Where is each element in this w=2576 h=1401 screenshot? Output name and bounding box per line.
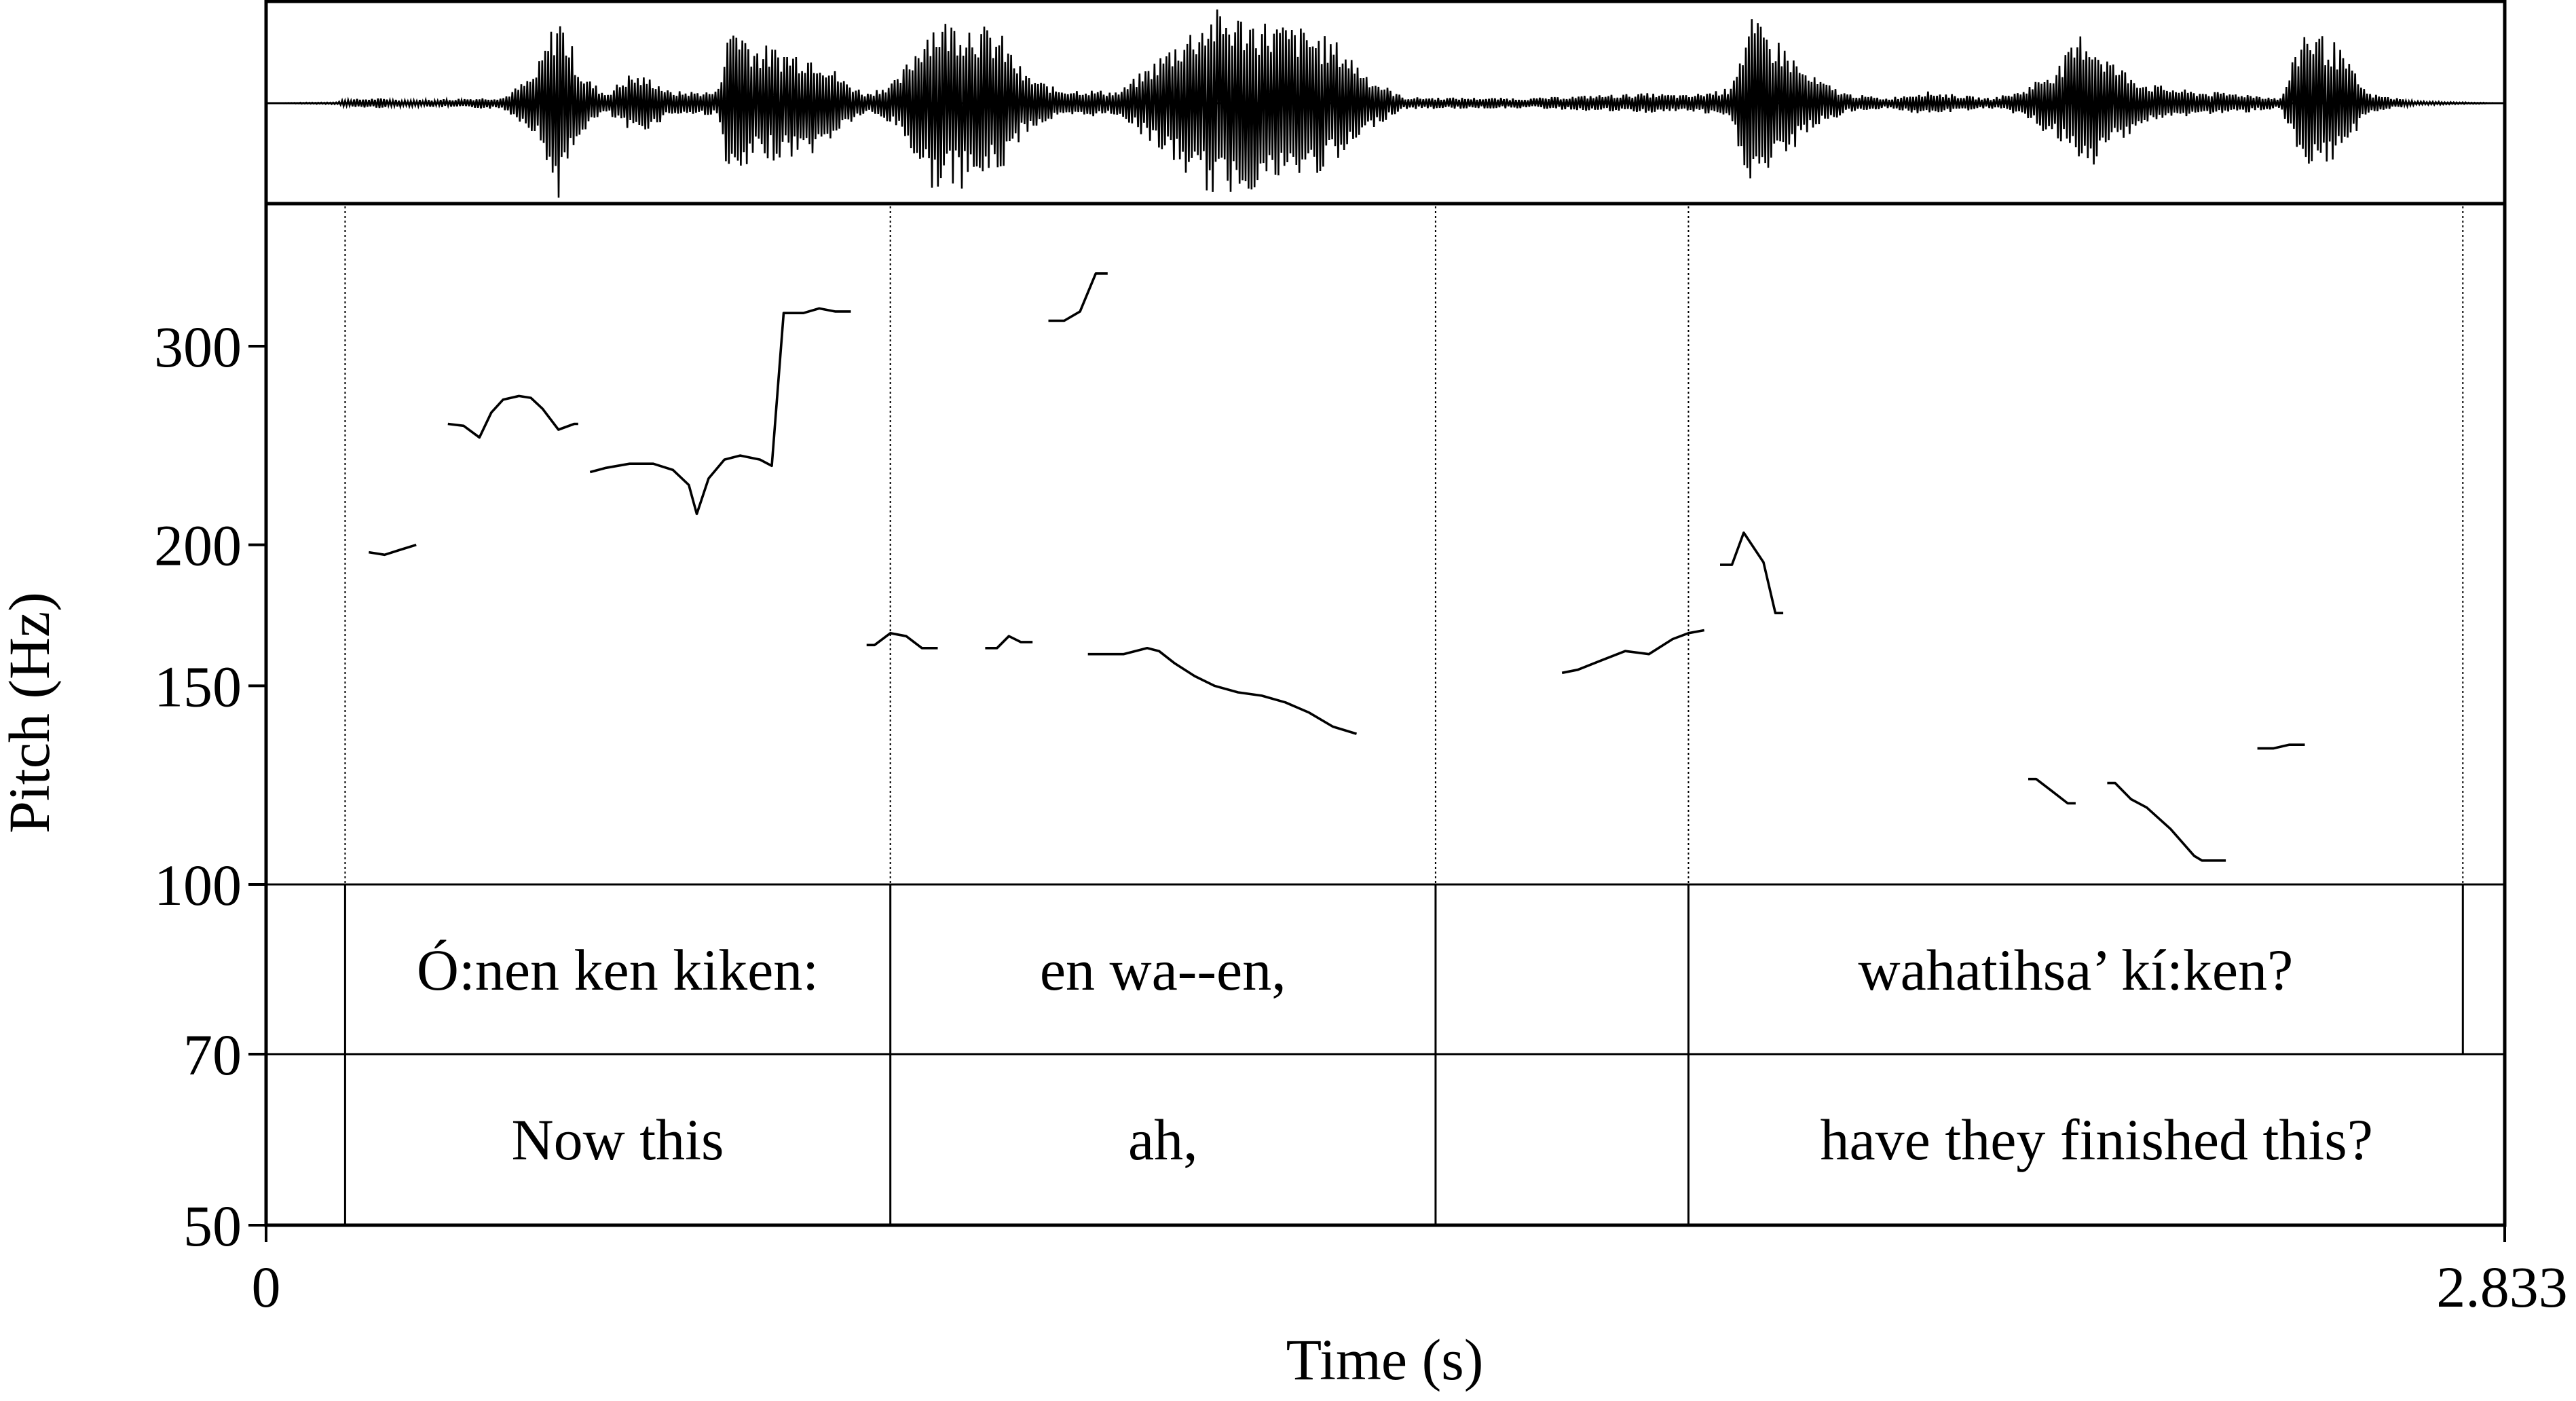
- pitch-segment-2: [447, 394, 578, 439]
- pitch-contours: [369, 272, 2305, 862]
- waveform-panel: [264, 0, 2507, 206]
- y-axis-ticks: 300 200 150 100 70 50: [154, 314, 266, 1258]
- x-axis-ticks: 0 2.833: [252, 1225, 2568, 1320]
- pitch-segment-1: [369, 543, 417, 557]
- pitch-segment-8: [1561, 629, 1705, 675]
- y-tick-label: 100: [154, 853, 242, 918]
- pitch-segment-5: [985, 635, 1033, 650]
- tier-boundaries: [343, 884, 2464, 1225]
- y-tick-label: 70: [183, 1022, 242, 1087]
- tier2-interval-label: have they finished this?: [1821, 1107, 2373, 1172]
- pitch-segment-4: [866, 631, 938, 650]
- pitch-segment-12: [2257, 743, 2305, 750]
- y-axis-title: Pitch (Hz): [0, 592, 62, 834]
- tier2-interval-label: Now this: [512, 1107, 724, 1172]
- tier1-interval-label: wahatihsa’ kí:ken?: [1858, 937, 2293, 1003]
- waveform-trace: [267, 9, 2503, 198]
- pitch-segment-9: [1720, 531, 1784, 615]
- pitch-frame: [264, 202, 2507, 1227]
- pitch-segment-7: [1087, 646, 1358, 735]
- x-axis-title: Time (s): [1286, 1327, 1484, 1392]
- x-tick-label: 2.833: [2436, 1254, 2568, 1320]
- y-tick-label: 200: [154, 513, 242, 578]
- tier1-interval-label: en wa--en,: [1040, 937, 1286, 1003]
- y-tick-label: 150: [154, 654, 242, 719]
- y-tick-label: 300: [154, 314, 242, 379]
- pitch-area-boundaries: [344, 206, 2464, 884]
- pitch-segment-6: [1048, 272, 1108, 322]
- pitch-segment-3: [589, 307, 851, 516]
- tier1-interval-label: Ó:nen ken kiken:: [417, 937, 819, 1003]
- x-tick-label: 0: [252, 1254, 281, 1320]
- pitch-segment-11: [2107, 781, 2226, 862]
- y-tick-label: 50: [183, 1193, 242, 1258]
- tier-labels: Ó:nen ken kiken: en wa--en, wahatihsa’ kí:…: [417, 937, 2373, 1172]
- tier2-interval-label: ah,: [1128, 1107, 1198, 1172]
- pitch-segment-10: [2028, 777, 2076, 805]
- pitch-panel: [264, 202, 2507, 1227]
